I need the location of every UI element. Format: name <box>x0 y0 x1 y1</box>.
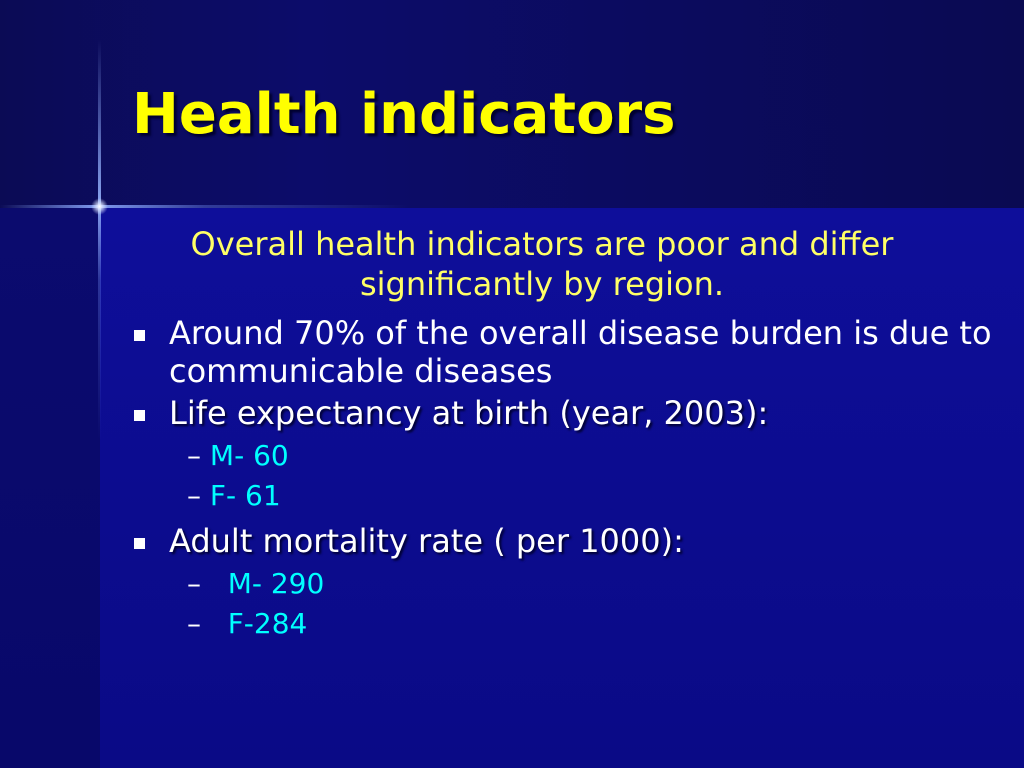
sub-bullet-item: – F- 61 <box>187 476 992 516</box>
sub-bullet-item: – M- 60 <box>187 436 992 476</box>
content-band <box>100 208 1024 768</box>
sub-bullet-text: F-284 <box>227 607 308 640</box>
horizontal-light-line <box>0 205 1024 208</box>
bullet-text: Life expectancy at birth (year, 2003): <box>169 394 769 432</box>
sub-bullet-text: F- 61 <box>209 479 281 512</box>
vertical-light-line <box>98 40 101 440</box>
sparkle-icon <box>91 198 108 215</box>
square-bullet-icon <box>134 410 145 421</box>
dash-icon: – <box>187 479 210 512</box>
dash-icon: – <box>187 567 228 600</box>
square-bullet-icon <box>134 538 145 549</box>
sub-bullet-text: M- 290 <box>227 567 325 600</box>
dash-icon: – <box>187 439 210 472</box>
left-band <box>0 208 100 768</box>
bullet-text: Around 70% of the overall disease burden… <box>169 314 992 390</box>
sub-bullet-item: – F-284 <box>187 604 992 644</box>
sub-bullet-list: – M- 60 – F- 61 <box>169 436 992 516</box>
bullet-list: Around 70% of the overall disease burden… <box>132 310 992 650</box>
intro-text: Overall health indicators are poor and d… <box>190 225 894 303</box>
sub-bullet-list: – M- 290 – F-284 <box>169 564 992 644</box>
slide-title: Health indicators <box>132 82 676 147</box>
dash-icon: – <box>187 607 228 640</box>
bullet-item: Life expectancy at birth (year, 2003): –… <box>132 394 992 516</box>
square-bullet-icon <box>134 330 145 341</box>
sub-bullet-item: – M- 290 <box>187 564 992 604</box>
bullet-text: Adult mortality rate ( per 1000): <box>169 522 684 560</box>
bullet-item: Around 70% of the overall disease burden… <box>132 314 992 390</box>
header-band <box>0 0 1024 208</box>
sub-bullet-text: M- 60 <box>209 439 289 472</box>
bullet-item: Adult mortality rate ( per 1000): – M- 2… <box>132 522 992 644</box>
